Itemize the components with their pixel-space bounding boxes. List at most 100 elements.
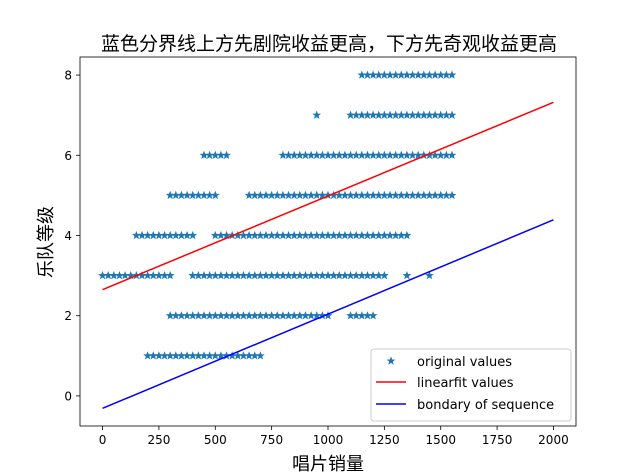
data-point <box>267 230 277 240</box>
data-point <box>368 230 378 240</box>
data-point <box>165 351 175 360</box>
data-point <box>182 351 192 360</box>
data-point <box>278 190 288 200</box>
data-point <box>425 150 434 159</box>
data-point <box>182 230 192 240</box>
data-point <box>255 351 265 360</box>
data-point <box>177 311 186 320</box>
data-point <box>278 311 288 320</box>
data-point <box>346 311 355 320</box>
data-point <box>115 270 124 280</box>
data-point <box>419 70 429 79</box>
data-point <box>317 270 327 280</box>
data-point <box>374 270 384 280</box>
data-point <box>413 70 423 79</box>
data-point <box>239 351 248 360</box>
data-point <box>289 190 299 200</box>
plot-area <box>98 70 554 410</box>
data-point <box>430 110 440 119</box>
data-point <box>391 110 401 119</box>
data-point <box>385 230 395 240</box>
data-point <box>261 311 271 320</box>
data-point <box>402 150 412 159</box>
data-point <box>334 270 344 280</box>
data-point <box>278 270 288 280</box>
data-point <box>182 190 192 200</box>
data-point <box>363 270 372 280</box>
legend-box <box>370 348 572 422</box>
data-point <box>244 270 254 280</box>
x-tick-label: 1500 <box>425 433 456 447</box>
data-point <box>346 270 355 280</box>
data-point <box>216 230 226 240</box>
legend-item-linearfit: linearfit values <box>376 376 514 391</box>
data-point <box>396 150 406 159</box>
data-point <box>351 270 361 280</box>
data-point <box>436 190 446 200</box>
data-point <box>295 150 305 159</box>
data-point <box>363 110 372 119</box>
data-point <box>250 270 260 280</box>
data-point <box>188 190 198 200</box>
x-tick-label: 1000 <box>313 433 344 447</box>
legend-label-boundary: bondary of sequence <box>417 398 554 413</box>
data-point <box>447 150 457 159</box>
data-point <box>233 230 243 240</box>
data-point <box>222 230 231 240</box>
data-point <box>340 190 350 200</box>
data-point <box>301 150 310 159</box>
legend-label-linearfit: linearfit values <box>417 376 514 391</box>
data-point <box>340 150 350 159</box>
data-point <box>295 190 305 200</box>
data-point <box>137 270 147 280</box>
data-point <box>323 311 333 320</box>
data-point <box>334 190 344 200</box>
data-point <box>103 270 113 280</box>
x-axis-ticks: 0 250 500 750 1000 1250 1500 1750 2000 <box>99 426 569 447</box>
data-point <box>233 270 243 280</box>
data-point <box>160 351 169 360</box>
data-point <box>261 270 271 280</box>
data-point <box>289 150 299 159</box>
data-point <box>171 230 181 240</box>
data-point <box>419 110 429 119</box>
data-point <box>317 150 327 159</box>
y-tick-label: 4 <box>64 229 72 243</box>
data-point <box>425 70 434 79</box>
legend-star-marker <box>386 356 396 365</box>
data-point <box>329 150 339 159</box>
x-axis-label: 唱片销量 <box>292 454 364 475</box>
data-point <box>109 270 119 280</box>
data-point <box>447 70 457 79</box>
data-point <box>188 270 198 280</box>
data-point <box>447 190 457 200</box>
data-point <box>205 270 215 280</box>
data-point <box>436 110 446 119</box>
x-tick-label: 750 <box>260 433 283 447</box>
data-point <box>160 230 169 240</box>
data-point <box>312 150 322 159</box>
legend-star-shape <box>386 356 396 365</box>
x-tick-label: 500 <box>204 433 227 447</box>
data-point <box>447 110 457 119</box>
data-point <box>312 110 322 119</box>
data-point <box>244 351 254 360</box>
data-point <box>284 150 293 159</box>
data-point <box>255 311 265 320</box>
data-point <box>368 311 378 320</box>
data-point <box>210 270 220 280</box>
x-tick-label: 1750 <box>482 433 513 447</box>
data-point <box>357 110 367 119</box>
data-point <box>408 110 417 119</box>
data-point <box>351 311 361 320</box>
data-point <box>210 311 220 320</box>
data-point <box>222 311 231 320</box>
data-point <box>199 150 209 159</box>
boundary-line <box>102 219 554 410</box>
data-point <box>312 270 322 280</box>
data-point <box>408 190 417 200</box>
data-point <box>227 351 237 360</box>
y-axis-label: 乐队等级 <box>36 206 57 278</box>
data-point <box>391 150 401 159</box>
data-point <box>351 110 361 119</box>
